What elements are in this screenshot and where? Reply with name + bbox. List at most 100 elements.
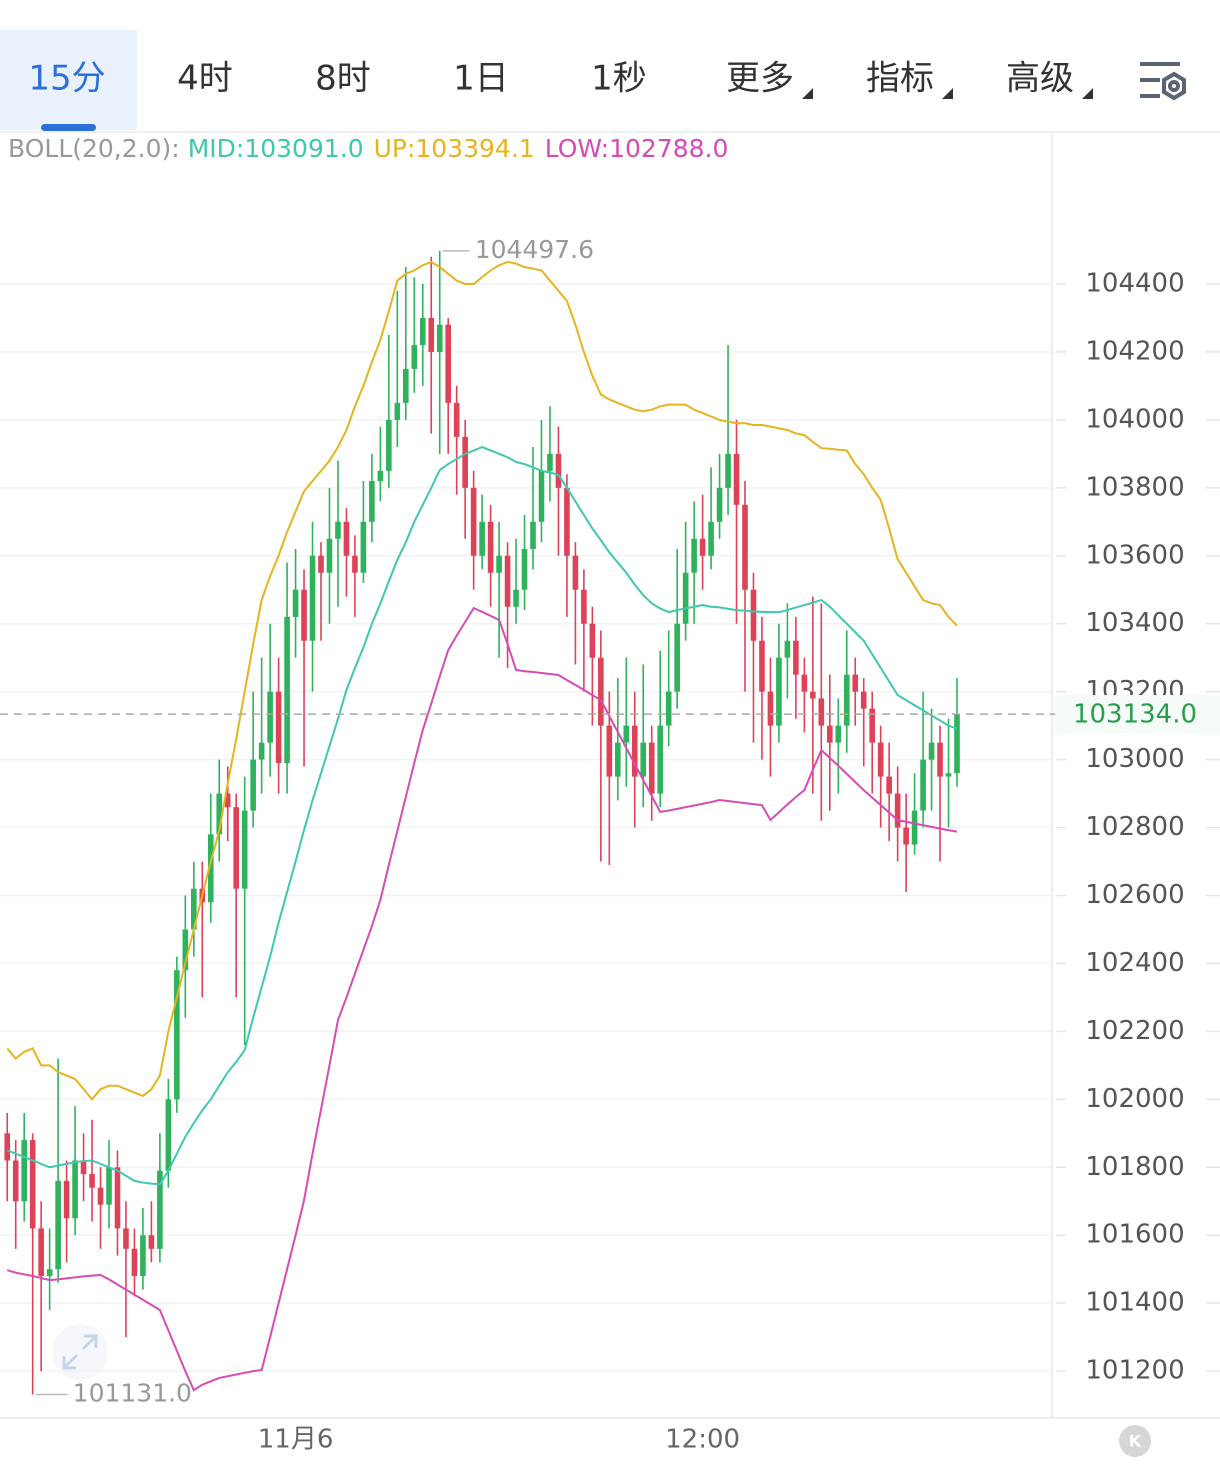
menu-caret	[942, 88, 953, 99]
candle-body	[750, 589, 757, 641]
candle-body	[877, 742, 884, 777]
tab[interactable]: 指标	[866, 59, 934, 99]
candle-body	[369, 481, 375, 522]
y-tick-label: 102000	[1085, 1084, 1184, 1114]
candle-body	[470, 487, 477, 556]
candle-body	[784, 640, 791, 658]
candle-body	[284, 616, 290, 764]
candle-body	[547, 453, 553, 471]
candle-body	[326, 538, 333, 573]
y-tick-label: 102200	[1085, 1016, 1184, 1046]
boll-line	[6, 445, 958, 1186]
candle-body	[182, 929, 189, 971]
candle-body	[275, 691, 282, 764]
candle-body	[682, 572, 689, 624]
tab[interactable]: 15分	[28, 59, 105, 99]
candle-body	[928, 742, 935, 760]
menu-caret	[802, 88, 813, 99]
candle-body	[776, 657, 782, 726]
candle-body	[4, 1133, 11, 1161]
candle-body	[174, 970, 180, 1100]
candle-body	[436, 324, 443, 352]
candle-body	[352, 555, 358, 573]
candle-body	[606, 725, 613, 777]
candle-body	[445, 324, 451, 403]
k-button[interactable]: K	[1119, 1425, 1151, 1457]
candle-body	[665, 691, 672, 726]
candle-body	[29, 1140, 36, 1229]
candle-body	[538, 470, 545, 522]
legend-entry: LOW:102788.0	[545, 134, 729, 163]
candle-body	[131, 1248, 138, 1276]
tab[interactable]: 更多	[726, 59, 794, 99]
candle-body	[428, 317, 435, 352]
candle-body	[140, 1235, 146, 1276]
candle-body	[241, 810, 248, 889]
candle-body	[810, 691, 816, 699]
legend-entry: MID:103091.0	[188, 134, 364, 163]
candle-body	[733, 453, 740, 505]
candle-body	[21, 1140, 27, 1202]
candle-body	[165, 1099, 172, 1171]
y-tick-label: 104200	[1085, 336, 1184, 366]
y-tick-label: 101200	[1085, 1356, 1184, 1386]
candle-body	[191, 888, 197, 930]
candle-body	[920, 759, 926, 811]
candle-body	[657, 725, 663, 794]
candle-body	[292, 589, 299, 617]
candle-body	[301, 589, 307, 641]
x-tick-label: 12:00	[665, 1425, 740, 1455]
candle-body	[648, 742, 655, 794]
active-tab-indicator	[41, 124, 96, 131]
expand-icon[interactable]	[52, 1324, 108, 1380]
candle-body	[462, 436, 468, 488]
candle-body	[937, 742, 943, 777]
candle-body	[911, 810, 918, 845]
candle-body	[487, 521, 494, 573]
y-tick-label: 101400	[1085, 1288, 1184, 1318]
candle-body	[521, 548, 528, 590]
candle-body	[631, 725, 638, 777]
tab[interactable]: 1秒	[591, 59, 647, 99]
y-tick-label: 102400	[1085, 948, 1184, 978]
candle-body	[716, 487, 723, 522]
tab[interactable]: 高级	[1006, 59, 1074, 99]
candle-body	[691, 538, 697, 573]
candle-body	[453, 402, 460, 437]
candle-body	[530, 521, 536, 549]
tab[interactable]: 8时	[315, 59, 371, 99]
candle-body	[945, 773, 952, 777]
candle-body	[742, 504, 748, 590]
min-label: 101131.0	[73, 1379, 192, 1408]
candle-body	[725, 453, 731, 488]
indicator-name: BOLL(20,2.0):	[8, 134, 180, 163]
settings-icon[interactable]	[1140, 62, 1186, 101]
tab[interactable]: 4时	[177, 59, 233, 99]
tab[interactable]: 1日	[453, 59, 509, 99]
candle-body	[377, 470, 384, 482]
boll-line	[6, 606, 958, 1392]
candle-body	[555, 453, 562, 488]
candle-body	[479, 521, 485, 556]
menu-caret	[1082, 88, 1093, 99]
svg-text:K: K	[1129, 1432, 1142, 1451]
candle-body	[216, 793, 223, 835]
candle-body	[496, 555, 502, 573]
candle-body	[224, 793, 231, 808]
y-tick-label: 101800	[1085, 1152, 1184, 1182]
last-price-label: 103134.0	[1073, 700, 1197, 730]
candle-body	[954, 714, 960, 774]
y-tick-label: 101600	[1085, 1220, 1184, 1250]
x-tick-label: 11月6	[258, 1425, 334, 1455]
candle-body	[623, 725, 630, 743]
y-tick-label: 103800	[1085, 472, 1184, 502]
y-tick-label: 103000	[1085, 744, 1184, 774]
candle-body	[360, 521, 367, 573]
y-tick-label: 104000	[1085, 404, 1184, 434]
y-tick-label: 104400	[1085, 268, 1184, 298]
candle-body	[793, 640, 799, 675]
candle-body	[674, 623, 680, 692]
candle-body	[767, 691, 774, 726]
